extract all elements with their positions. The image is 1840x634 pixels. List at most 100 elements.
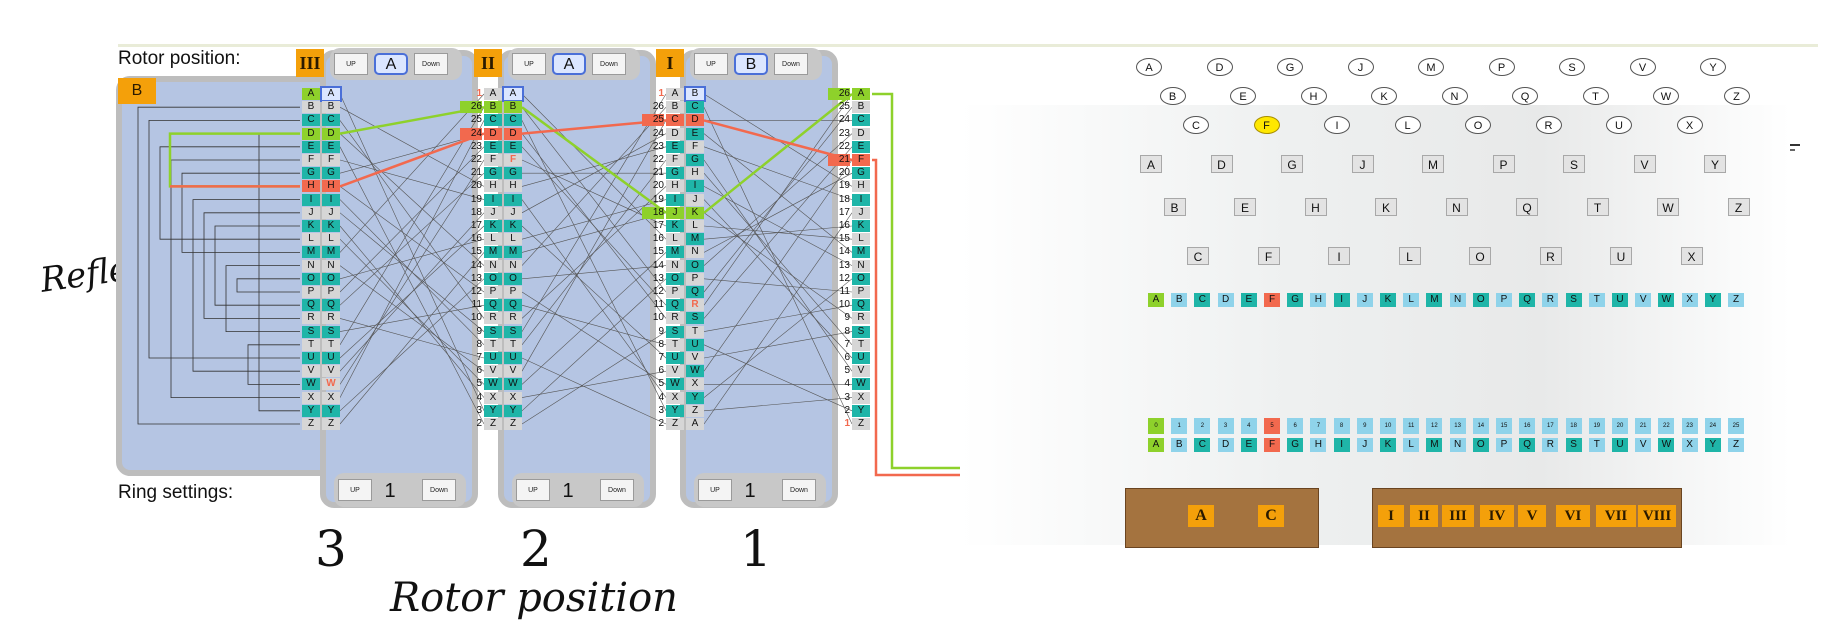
plugboard-bottom-U[interactable]: U (1612, 438, 1628, 452)
plugboard-bottom-H[interactable]: H (1310, 438, 1327, 452)
plugboard-top-B[interactable]: B (1171, 293, 1188, 307)
key-F[interactable]: F (1257, 247, 1280, 265)
rotor-1-ring-up-button[interactable]: UP (698, 479, 732, 501)
plugboard-top-L[interactable]: L (1403, 293, 1420, 307)
plugboard-top-V[interactable]: V (1635, 293, 1652, 307)
key-Y[interactable]: Y (1704, 155, 1726, 173)
plugboard-top-C[interactable]: C (1194, 293, 1211, 307)
rotor-tray-III[interactable]: III (1442, 505, 1474, 527)
plugboard-bottom-Y[interactable]: Y (1704, 438, 1721, 452)
plugboard-top-U[interactable]: U (1612, 293, 1628, 307)
plugboard-bottom-M[interactable]: M (1426, 438, 1443, 452)
plugboard-bottom-N[interactable]: N (1449, 438, 1466, 452)
key-O[interactable]: O (1469, 247, 1491, 265)
plugboard-bottom-C[interactable]: C (1194, 438, 1211, 452)
key-W[interactable]: W (1657, 198, 1679, 216)
plugboard-bottom-I[interactable]: I (1333, 438, 1350, 452)
key-X[interactable]: X (1680, 247, 1703, 265)
plugboard-top-R[interactable]: R (1542, 293, 1559, 307)
rotor-3-ring-down-button[interactable]: Down (422, 479, 456, 501)
rotor-1-ring-down-button[interactable]: Down (782, 479, 816, 501)
plugboard-top-X[interactable]: X (1681, 293, 1698, 307)
key-I[interactable]: I (1328, 247, 1350, 265)
plugboard-top-K[interactable]: K (1380, 293, 1396, 307)
rotor-tray-I[interactable]: I (1378, 505, 1404, 527)
plugboard-bottom-T[interactable]: T (1588, 438, 1605, 452)
plugboard-top-F[interactable]: F (1264, 293, 1280, 307)
plugboard-top-O[interactable]: O (1472, 293, 1489, 307)
key-K[interactable]: K (1375, 198, 1397, 216)
plugboard-bottom-Z[interactable]: Z (1728, 438, 1744, 452)
plugboard-top-S[interactable]: S (1565, 293, 1582, 307)
key-U[interactable]: U (1610, 247, 1632, 265)
rotor-2-position-down-button[interactable]: Down (592, 53, 626, 75)
key-J[interactable]: J (1351, 155, 1374, 173)
plugboard-top-E[interactable]: E (1240, 293, 1257, 307)
rotor-2-name[interactable]: II (474, 49, 502, 77)
key-C[interactable]: C (1187, 247, 1209, 265)
key-A[interactable]: A (1140, 155, 1162, 173)
plugboard-bottom-G[interactable]: G (1287, 438, 1304, 452)
rotor-tray-V[interactable]: V (1518, 505, 1546, 527)
plugboard-top-Z[interactable]: Z (1728, 293, 1744, 307)
rotor-tray-VII[interactable]: VII (1596, 505, 1636, 527)
plugboard-bottom-Q[interactable]: Q (1519, 438, 1536, 452)
plugboard-bottom-R[interactable]: R (1542, 438, 1559, 452)
plugboard-top-N[interactable]: N (1449, 293, 1466, 307)
plugboard-bottom-B[interactable]: B (1171, 438, 1188, 452)
key-B[interactable]: B (1163, 198, 1186, 216)
rotor-3-position-value[interactable]: A (374, 53, 408, 75)
rotor-tray-IV[interactable]: IV (1480, 505, 1514, 527)
plugboard-bottom-D[interactable]: D (1217, 438, 1234, 452)
rotor-tray-II[interactable]: II (1410, 505, 1438, 527)
plugboard-bottom-L[interactable]: L (1403, 438, 1420, 452)
rotor-2-position-up-button[interactable]: UP (512, 53, 546, 75)
key-E[interactable]: E (1234, 198, 1256, 216)
plugboard-top-Q[interactable]: Q (1519, 293, 1536, 307)
key-S[interactable]: S (1563, 155, 1585, 173)
key-L[interactable]: L (1398, 247, 1421, 265)
key-R[interactable]: R (1539, 247, 1562, 265)
rotor-3-position-down-button[interactable]: Down (414, 53, 448, 75)
plugboard-bottom-A[interactable]: A (1148, 438, 1164, 452)
key-N[interactable]: N (1445, 198, 1468, 216)
plugboard-top-Y[interactable]: Y (1704, 293, 1721, 307)
plugboard-bottom-V[interactable]: V (1635, 438, 1652, 452)
plugboard-top-J[interactable]: J (1356, 293, 1373, 307)
rotor-3-name[interactable]: III (296, 49, 324, 77)
rotor-3-position-up-button[interactable]: UP (334, 53, 368, 75)
plugboard-top-G[interactable]: G (1287, 293, 1304, 307)
rotor-1-position-value[interactable]: B (734, 53, 768, 75)
key-D[interactable]: D (1210, 155, 1233, 173)
plugboard-bottom-S[interactable]: S (1565, 438, 1582, 452)
plugboard-top-T[interactable]: T (1588, 293, 1605, 307)
plugboard-top-W[interactable]: W (1658, 293, 1675, 307)
rotor-1-position-down-button[interactable]: Down (774, 53, 808, 75)
reflector-tag[interactable]: B (118, 78, 156, 104)
plugboard-bottom-F[interactable]: F (1264, 438, 1280, 452)
plugboard-top-M[interactable]: M (1426, 293, 1443, 307)
rotor-tray-VIII[interactable]: VIII (1638, 505, 1676, 527)
rotor-1-position-up-button[interactable]: UP (694, 53, 728, 75)
rotor-2-ring-down-button[interactable]: Down (600, 479, 634, 501)
key-V[interactable]: V (1633, 155, 1656, 173)
plugboard-bottom-K[interactable]: K (1380, 438, 1396, 452)
plugboard-bottom-E[interactable]: E (1240, 438, 1257, 452)
key-Z[interactable]: Z (1727, 198, 1750, 216)
rotor-2-ring-up-button[interactable]: UP (516, 479, 550, 501)
rotor-1-name[interactable]: I (656, 49, 684, 77)
key-M[interactable]: M (1422, 155, 1444, 173)
plugboard-bottom-O[interactable]: O (1472, 438, 1489, 452)
plugboard-top-P[interactable]: P (1496, 293, 1512, 307)
key-P[interactable]: P (1492, 155, 1515, 173)
plugboard-bottom-W[interactable]: W (1658, 438, 1675, 452)
key-H[interactable]: H (1304, 198, 1327, 216)
plugboard-top-H[interactable]: H (1310, 293, 1327, 307)
key-Q[interactable]: Q (1516, 198, 1538, 216)
rotor-2-position-value[interactable]: A (552, 53, 586, 75)
key-G[interactable]: G (1281, 155, 1303, 173)
rotor-tray-VI[interactable]: VI (1556, 505, 1590, 527)
plugboard-top-I[interactable]: I (1333, 293, 1350, 307)
plugboard-top-D[interactable]: D (1217, 293, 1234, 307)
plugboard-bottom-J[interactable]: J (1356, 438, 1373, 452)
